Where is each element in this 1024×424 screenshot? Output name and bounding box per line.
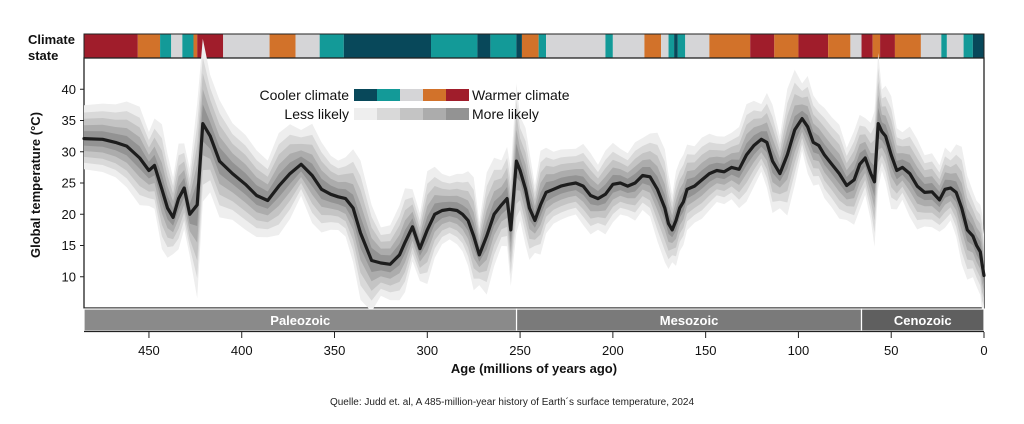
legend-warmer-label: Warmer climate: [472, 87, 570, 103]
climate-state-segment: [861, 34, 873, 58]
legend-more-likely-label: More likely: [472, 106, 539, 122]
climate-state-segment: [137, 34, 161, 58]
uncertainty-band: [84, 104, 984, 285]
x-axis-label: Age (millions of years ago): [451, 361, 617, 376]
y-axis-label: Global temperature (°C): [28, 112, 43, 258]
climate-state-segment: [828, 34, 851, 58]
y-axis: 10 15 20 25 30 35 40: [62, 82, 84, 284]
source-note: Quelle: Judd et. al, A 485-million-year …: [330, 396, 695, 408]
era-bar: Paleozoic Mesozoic Cenozoic: [83, 308, 985, 333]
x-tick-label: 300: [416, 343, 438, 358]
x-tick-label: 400: [231, 343, 253, 358]
x-tick-label: 350: [324, 343, 346, 358]
climate-state-segment: [182, 34, 194, 58]
climate-state-label-line1: Climate: [28, 32, 75, 47]
y-tick-label: 15: [62, 238, 76, 253]
legend-likelihood-swatch: [446, 108, 469, 120]
climate-state-segment: [750, 34, 775, 58]
legend-climate-swatch: [354, 89, 377, 101]
x-tick-label: 200: [602, 343, 624, 358]
legend-less-likely-label: Less likely: [284, 106, 349, 122]
climate-state-segment: [84, 34, 138, 58]
climate-state-bar: [83, 33, 985, 59]
legend-likelihood-swatch: [354, 108, 377, 120]
legend: Cooler climate Warmer climate Less likel…: [260, 87, 570, 122]
era-label: Mesozoic: [660, 313, 719, 328]
legend-likelihood-swatch: [423, 108, 446, 120]
climate-state-segment: [223, 34, 270, 58]
x-tick-label: 250: [509, 343, 531, 358]
climate-state-segment: [343, 34, 432, 58]
climate-state-segment: [295, 34, 320, 58]
climate-state-segment: [972, 34, 984, 58]
y-tick-label: 10: [62, 269, 76, 284]
climate-state-segment: [872, 34, 881, 58]
legend-climate-swatch: [423, 89, 446, 101]
climate-state-label-line2: state: [28, 48, 58, 63]
legend-climate-swatch: [377, 89, 400, 101]
climate-state-segment: [774, 34, 799, 58]
climate-state-segment: [538, 34, 547, 58]
climate-state-segment: [546, 34, 606, 58]
legend-cooler-label: Cooler climate: [260, 87, 350, 103]
y-tick-label: 40: [62, 82, 76, 97]
climate-state-segment: [668, 34, 675, 58]
climate-state-segment: [269, 34, 296, 58]
legend-climate-swatch: [400, 89, 423, 101]
climate-state-segment: [894, 34, 921, 58]
climate-state-segment: [605, 34, 613, 58]
uncertainty-band: [84, 38, 984, 314]
x-tick-label: 450: [138, 343, 160, 358]
climate-state-segment: [490, 34, 517, 58]
climate-state-segment: [946, 34, 964, 58]
climate-state-segment: [674, 34, 678, 58]
climate-state-segment: [612, 34, 645, 58]
x-tick-label: 50: [884, 343, 898, 358]
climate-state-segment: [963, 34, 973, 58]
climate-state-segment: [880, 34, 895, 58]
era-label: Cenozoic: [894, 313, 952, 328]
legend-likelihood-swatches: [354, 108, 469, 120]
x-axis: 450 400 350 300 250 200 150 100 50 0: [138, 332, 988, 358]
climate-state-segment: [850, 34, 862, 58]
legend-likelihood-swatch: [400, 108, 423, 120]
legend-climate-swatches: [354, 89, 469, 101]
climate-state-segment: [477, 34, 491, 58]
x-tick-label: 100: [788, 343, 810, 358]
climate-state-segment: [319, 34, 344, 58]
legend-climate-swatch: [446, 89, 469, 101]
climate-state-segment: [661, 34, 669, 58]
y-tick-label: 30: [62, 144, 76, 159]
x-tick-label: 0: [980, 343, 987, 358]
climate-state-segment: [521, 34, 539, 58]
climate-state-segment: [160, 34, 172, 58]
temperature-line: [82, 117, 986, 278]
climate-state-segment: [644, 34, 662, 58]
climate-state-segment: [798, 34, 829, 58]
climate-state-segment: [171, 34, 183, 58]
climate-state-segment: [709, 34, 751, 58]
y-tick-label: 20: [62, 207, 76, 222]
era-label: Paleozoic: [270, 313, 330, 328]
climate-state-segment: [941, 34, 947, 58]
x-tick-label: 150: [695, 343, 717, 358]
climate-state-segment: [685, 34, 710, 58]
y-tick-label: 25: [62, 176, 76, 191]
climate-state-segment: [193, 34, 198, 58]
legend-likelihood-swatch: [377, 108, 400, 120]
climate-state-segment: [431, 34, 478, 58]
climate-state-segment: [677, 34, 686, 58]
climate-state-segment: [516, 34, 522, 58]
climate-state-segment: [920, 34, 942, 58]
climate-state-segment: [197, 34, 224, 58]
y-tick-label: 35: [62, 113, 76, 128]
